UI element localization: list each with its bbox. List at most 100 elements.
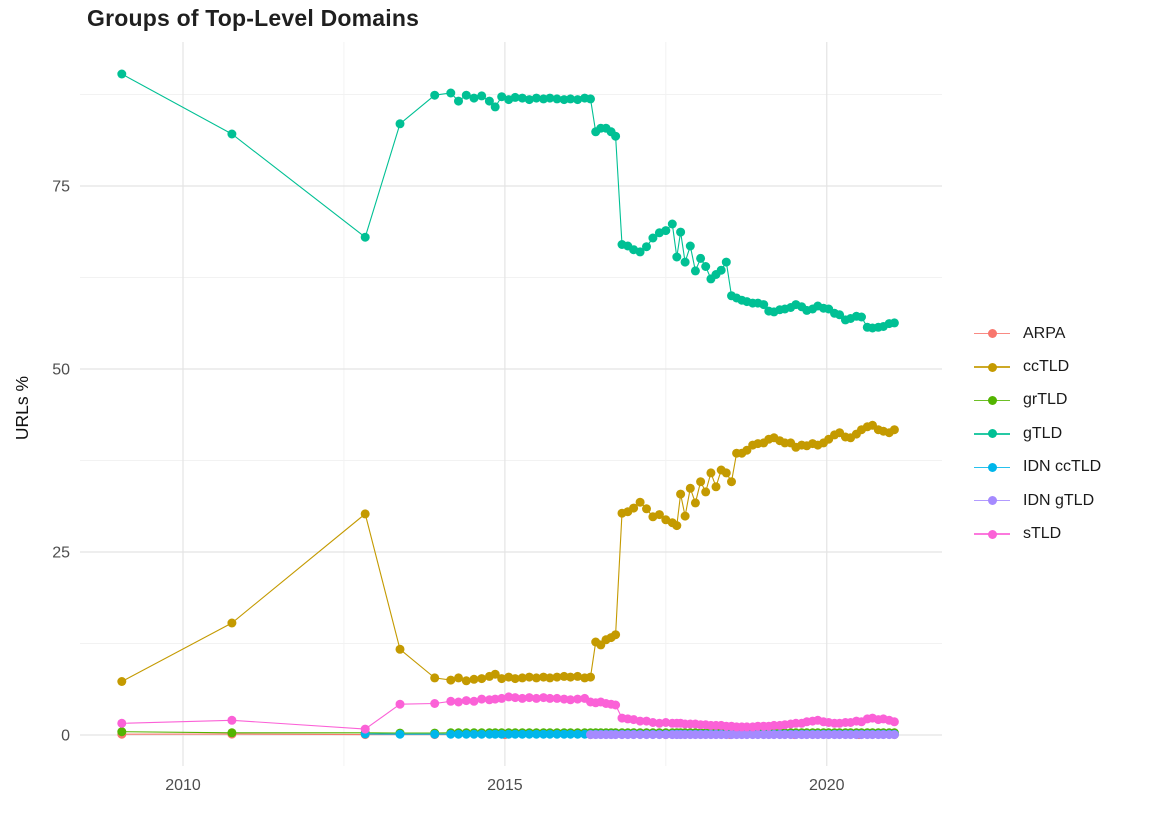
data-point: [889, 717, 899, 727]
data-point: [446, 729, 456, 739]
data-point: [611, 630, 621, 640]
legend-item-IDN-ccTLD: IDN ccTLD: [974, 451, 1101, 484]
y-tick-label: 0: [61, 727, 70, 744]
data-point: [759, 300, 769, 310]
data-point: [611, 700, 621, 710]
data-point: [889, 425, 899, 435]
x-tick-label: 2015: [487, 777, 523, 794]
data-point: [430, 699, 440, 708]
data-point: [531, 729, 541, 739]
data-point: [611, 730, 621, 740]
data-point: [586, 94, 595, 104]
data-point: [117, 718, 127, 728]
data-point: [395, 119, 405, 129]
data-point: [469, 696, 479, 706]
data-point: [531, 693, 541, 703]
data-point: [552, 729, 562, 739]
data-point: [504, 729, 514, 739]
data-point: [446, 88, 456, 98]
data-point: [510, 92, 520, 102]
data-point: [510, 674, 520, 684]
data-point: [685, 483, 695, 493]
data-point: [430, 729, 440, 739]
data-point: [446, 696, 456, 706]
y-axis-label: URLs %: [12, 375, 32, 441]
data-point: [524, 729, 534, 739]
data-point: [690, 498, 700, 508]
data-point: [517, 93, 527, 103]
data-point: [454, 697, 463, 707]
legend-item-grTLD: grTLD: [974, 384, 1101, 417]
data-point: [721, 257, 731, 267]
data-point: [573, 95, 583, 105]
legend-item-ccTLD: ccTLD: [974, 350, 1101, 383]
legend-key-icon: [974, 529, 1010, 539]
legend-label: grTLD: [1023, 391, 1068, 409]
data-point: [566, 695, 575, 705]
legend-key-icon: [974, 462, 1010, 472]
data-point: [497, 729, 507, 739]
data-point: [454, 673, 463, 683]
data-point: [680, 511, 690, 521]
data-point: [446, 675, 456, 685]
data-point: [552, 672, 562, 682]
data-point: [706, 468, 716, 478]
data-point: [490, 694, 500, 704]
data-point: [517, 673, 527, 683]
data-point: [227, 129, 237, 139]
data-point: [469, 93, 479, 103]
data-point: [490, 669, 500, 679]
x-tick-label: 2020: [809, 777, 845, 794]
data-point: [117, 677, 127, 686]
legend-label: sTLD: [1023, 525, 1062, 543]
legend-key-icon: [974, 329, 1010, 339]
data-point: [484, 96, 494, 106]
data-point: [477, 674, 487, 684]
data-point: [654, 730, 664, 740]
data-point: [545, 729, 555, 739]
data-point: [629, 730, 639, 740]
data-point: [676, 489, 686, 499]
data-point: [454, 729, 463, 739]
legend-label: gTLD: [1023, 424, 1063, 442]
data-point: [552, 693, 562, 703]
data-point: [461, 729, 471, 739]
data-point: [889, 318, 899, 328]
data-point: [661, 730, 671, 740]
data-point: [430, 673, 440, 683]
data-point: [227, 715, 237, 725]
data-point: [117, 727, 127, 737]
series-line-gTLD: [121, 73, 895, 329]
data-point: [635, 716, 645, 726]
data-point: [680, 257, 690, 267]
data-point: [504, 692, 514, 702]
data-point: [889, 730, 899, 740]
data-point: [524, 693, 534, 703]
data-point: [690, 266, 700, 276]
data-point: [477, 91, 487, 101]
data-point: [531, 673, 541, 683]
data-point: [430, 90, 440, 100]
data-point: [395, 644, 405, 654]
legend-key-icon: [974, 496, 1010, 506]
data-point: [490, 102, 500, 112]
data-point: [490, 729, 500, 739]
data-point: [454, 96, 463, 106]
data-point: [360, 509, 370, 519]
data-point: [635, 730, 645, 740]
data-point: [469, 729, 479, 739]
data-point: [661, 226, 671, 236]
data-point: [716, 265, 726, 275]
data-point: [573, 694, 583, 704]
data-point: [642, 242, 651, 252]
data-point: [461, 90, 471, 100]
data-point: [685, 241, 695, 251]
data-point: [696, 253, 706, 263]
data-point: [742, 445, 752, 455]
data-point: [635, 497, 645, 507]
data-point: [727, 477, 736, 487]
data-point: [510, 729, 520, 739]
data-point: [227, 618, 237, 628]
data-point: [545, 673, 555, 683]
